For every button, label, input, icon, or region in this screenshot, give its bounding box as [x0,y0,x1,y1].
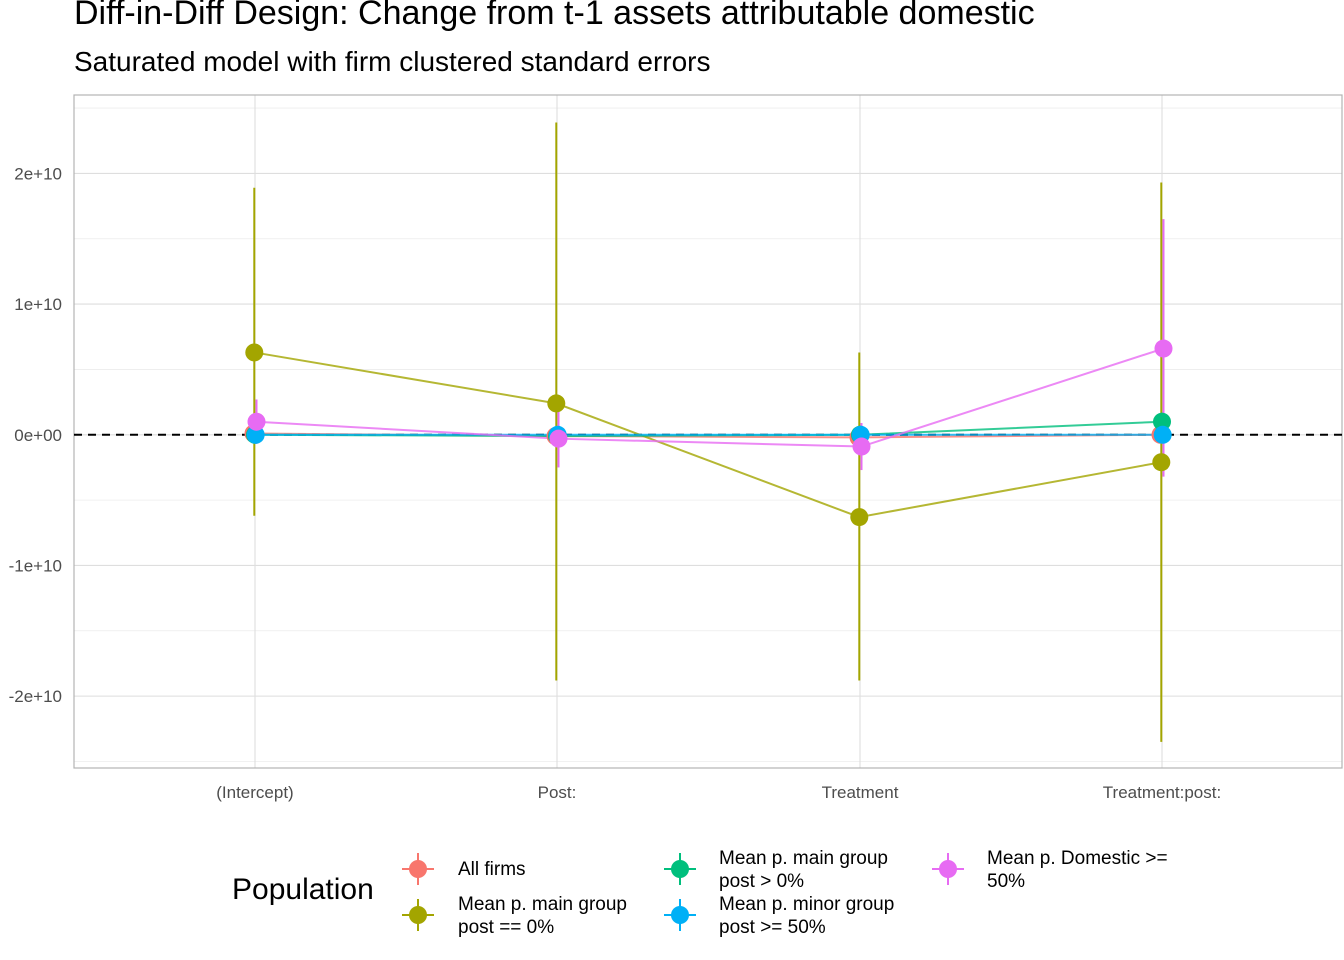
legend-key [664,899,696,931]
data-point [852,437,871,456]
legend-title: Population [232,873,374,906]
legend-item-label: Mean p. main group post == 0% [458,893,627,939]
x-tick-label: Treatment [822,783,899,802]
legend-key [664,853,696,885]
legend-key-point [409,860,427,878]
y-tick-label: -1e+10 [9,556,62,575]
series-line [256,347,1164,448]
data-point [1154,339,1173,358]
data-point [247,412,266,431]
data-point [1153,412,1171,431]
legend-label-line1: Mean p. minor group [719,894,895,915]
data-point [549,429,568,448]
legend-key-point [671,860,689,878]
x-axis-tick-labels: (Intercept) Post: Treatment Treatment:post: [216,783,1221,802]
series-error-bars [252,122,1165,742]
legend-item-label: Mean p. Domestic >= 50% [987,847,1168,893]
x-tick-label: Treatment:post: [1103,783,1221,802]
minor-gridlines [74,107,1342,762]
legend-item-label: Mean p. main group post > 0% [719,847,888,893]
data-point [245,343,264,362]
data-point [1153,425,1172,444]
legend-key [402,899,434,931]
legend-key-point [409,906,427,924]
legend-label-line2: post == 0% [458,917,555,938]
chart-subtitle: Saturated model with firm clustered stan… [74,46,711,77]
legend-label-line2: post > 0% [719,871,805,892]
data-point [850,508,869,527]
data-point [547,394,566,413]
data-point [246,425,265,444]
y-tick-label: 2e+10 [14,164,62,183]
legend-key [402,853,434,885]
legend-label-line2: 50% [987,871,1026,892]
legend-key [932,853,964,885]
y-tick-label: 0e+00 [14,426,62,445]
legend-label-line1: Mean p. Domestic >= [987,848,1168,869]
y-axis-tick-labels: -2e+10 -1e+10 0e+00 1e+10 2e+10 [9,164,62,706]
legend-key-point [671,906,689,924]
legend-label-line1: Mean p. main group [458,894,627,915]
y-tick-label: 1e+10 [14,295,62,314]
chart-title: Diff-in-Diff Design: Change from t-1 ass… [74,0,1035,32]
chart-area: -2e+10 -1e+10 0e+00 1e+10 2e+10 (Intercept) P… [9,94,1343,802]
plot-panel-border [73,94,1343,769]
data-point [1152,453,1171,472]
series-line [254,351,1162,519]
legend-item-label: Mean p. minor group post >= 50% [719,893,894,939]
series-points [244,339,1173,527]
x-tick-label: (Intercept) [216,783,293,802]
legend-label-line1: Mean p. main group [719,848,888,869]
x-tick-label: Post: [538,783,577,802]
y-tick-label: -2e+10 [9,687,62,706]
series-lines [253,347,1164,519]
legend-label-line1: All firms [458,859,526,880]
legend-label-line2: post >= 50% [719,917,826,938]
legend-key-point [939,860,957,878]
legend-item-label: All firms [458,858,526,881]
major-gridlines [74,95,1342,768]
